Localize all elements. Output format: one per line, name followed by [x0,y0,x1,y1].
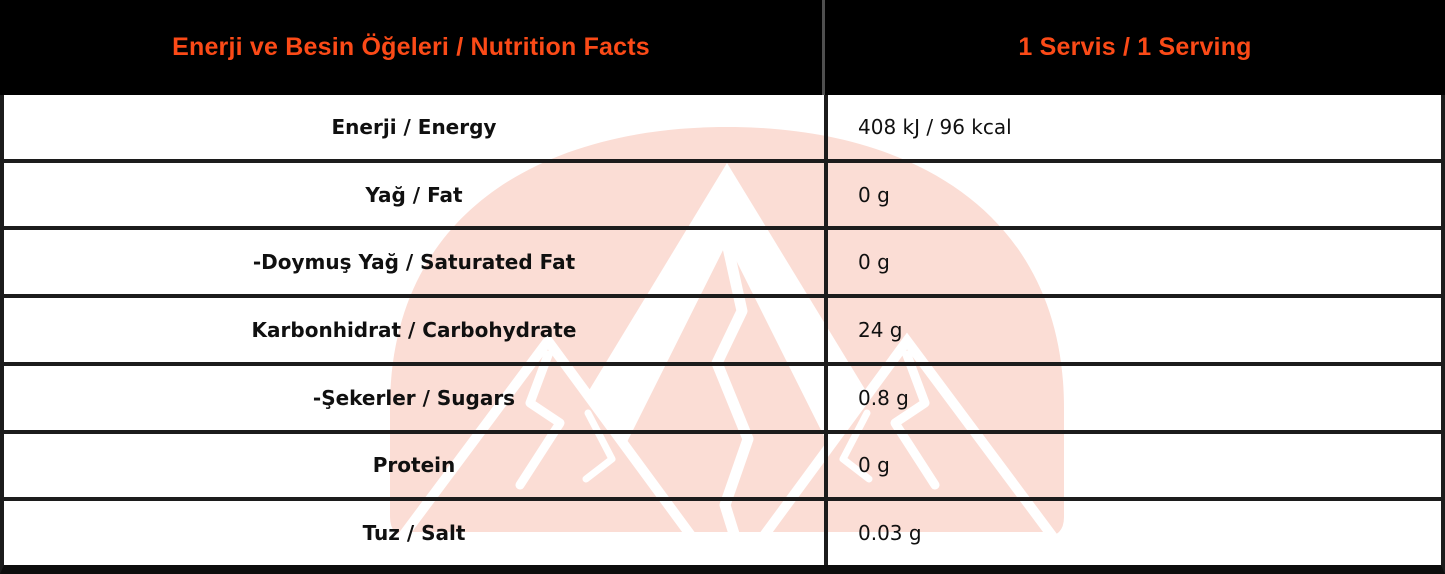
table-body: Enerji / Energy 408 kJ / 96 kcal Yağ / F… [0,95,1445,574]
table-row-fat: Yağ / Fat 0 g [4,158,1441,227]
table-row-carbohydrate: Karbonhidrat / Carbohydrate 24 g [4,294,1441,362]
header-title-serving: 1 Servis / 1 Serving [1018,33,1252,61]
table-header: Enerji ve Besin Öğeleri / Nutrition Fact… [0,0,1445,95]
nutrient-value: 0.8 g [858,385,909,410]
column-divider [824,95,828,159]
nutrient-value: 0.03 g [858,521,922,546]
table-rows: Enerji / Energy 408 kJ / 96 kcal Yağ / F… [4,95,1441,565]
nutrient-label: Enerji / Energy [331,114,497,139]
nutrient-label: Yağ / Fat [365,182,463,207]
table-row-energy: Enerji / Energy 408 kJ / 96 kcal [4,95,1441,159]
header-column-divider [822,0,825,95]
nutrient-value: 408 kJ / 96 kcal [858,114,1012,139]
nutrient-label: Karbonhidrat / Carbohydrate [251,318,577,343]
nutrient-value: 0 g [858,453,890,478]
header-title-nutrition-facts: Enerji ve Besin Öğeleri / Nutrition Fact… [172,33,650,61]
nutrient-label: -Şekerler / Sugars [312,385,516,410]
nutrient-label: Tuz / Salt [362,521,466,546]
table-row-protein: Protein 0 g [4,429,1441,498]
nutrient-label: -Doymuş Yağ / Saturated Fat [252,250,576,275]
nutrient-value: 24 g [858,318,903,343]
table-row-salt: Tuz / Salt 0.03 g [4,497,1441,565]
table-row-saturated-fat: -Doymuş Yağ / Saturated Fat 0 g [4,226,1441,295]
nutrient-label: Protein [372,453,456,478]
nutrient-value: 0 g [858,250,890,275]
table-row-sugars: -Şekerler / Sugars 0.8 g [4,361,1441,430]
nutrient-value: 0 g [858,182,890,207]
